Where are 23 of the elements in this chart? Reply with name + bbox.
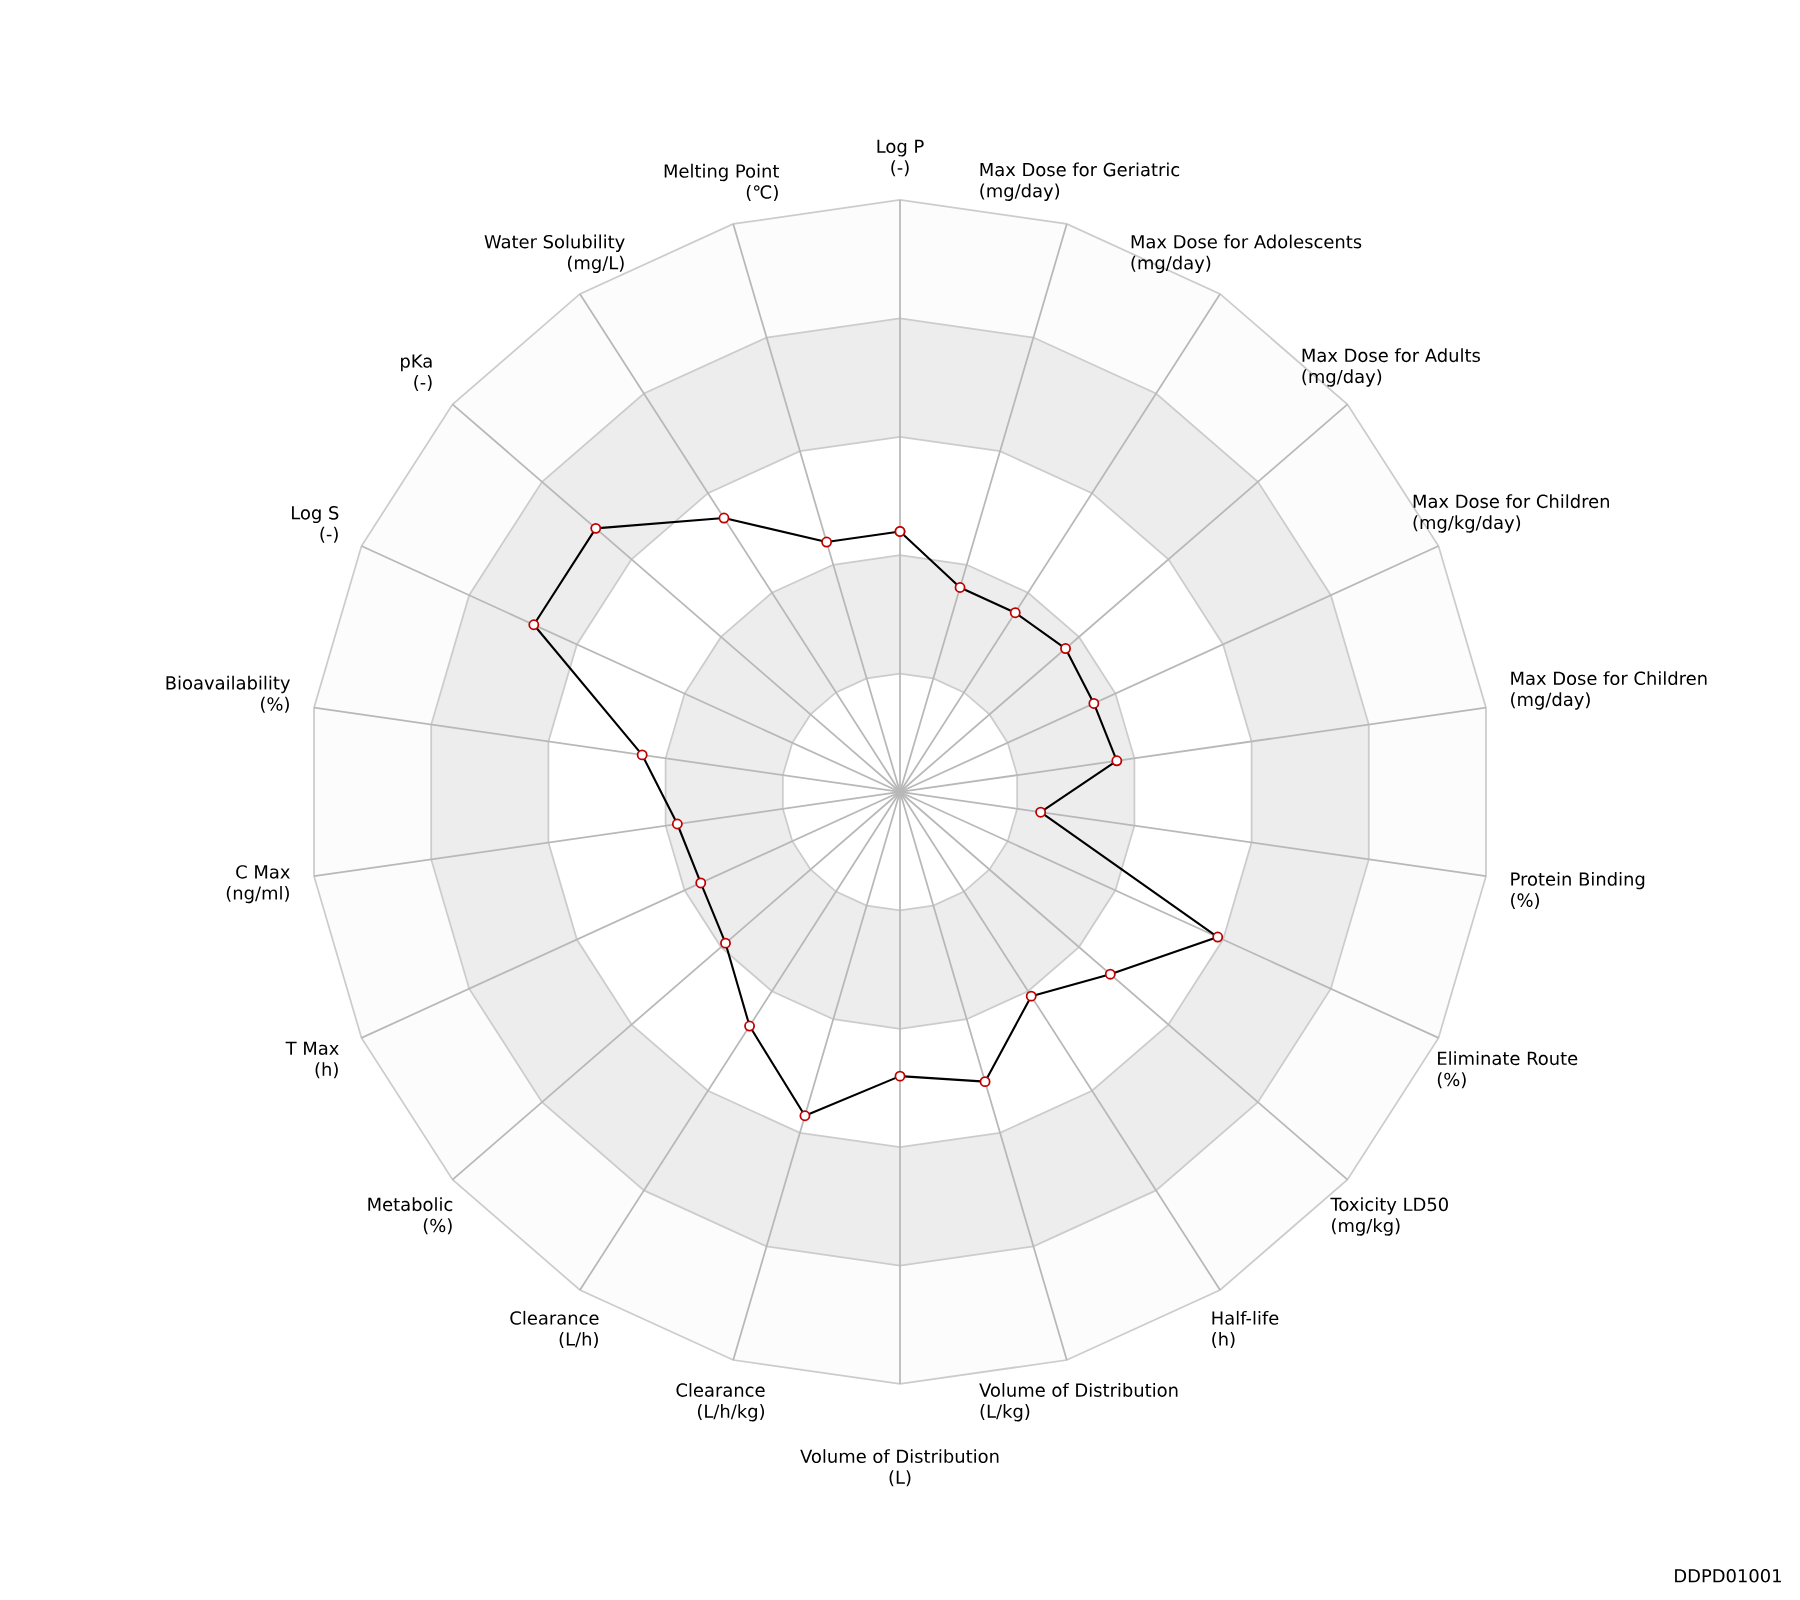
spoke-label: Log S (-) — [292, 506, 339, 543]
spoke-label: pKa (-) — [401, 354, 432, 392]
spoke-label: Melting Point (℃) — [664, 163, 780, 201]
spoke-label: Eliminate Route (%) — [1437, 1051, 1578, 1089]
spoke-label: Max Dose for Children (mg/kg/day) — [1413, 494, 1609, 533]
spoke-label: Toxicity LD50 (mg/kg) — [1330, 1197, 1448, 1236]
spoke-label: Metabolic (%) — [368, 1197, 453, 1235]
spoke-label: Volume of Distribution (L/kg) — [979, 1383, 1178, 1422]
spoke-label: C Max (ng/ml) — [226, 865, 290, 904]
spoke-label: Volume of Distribution (L) — [800, 1449, 999, 1487]
spoke-label: Water Solubility (mg/L) — [484, 234, 625, 274]
spoke-label: Max Dose for Adolescents (mg/day) — [1131, 234, 1362, 274]
spoke-label: Max Dose for Geriatric (mg/day) — [980, 162, 1180, 201]
spoke-label: Log P (-) — [877, 139, 924, 177]
spoke-label: Protein Binding (%) — [1511, 871, 1645, 910]
spoke-label: Half-life (h) — [1212, 1310, 1279, 1348]
spoke-label: Clearance (L/h) — [510, 1310, 599, 1348]
text: DDPD01001 — [1675, 1569, 1781, 1583]
spoke-label: Bioavailability (%) — [166, 675, 290, 713]
spoke-label: Max Dose for Adults (mg/day) — [1302, 348, 1480, 387]
spoke-label: Max Dose for Children (mg/day) — [1511, 671, 1707, 710]
spoke-label: Clearance (L/h/kg) — [676, 1383, 765, 1422]
spoke-label: T Max (h) — [285, 1041, 339, 1079]
